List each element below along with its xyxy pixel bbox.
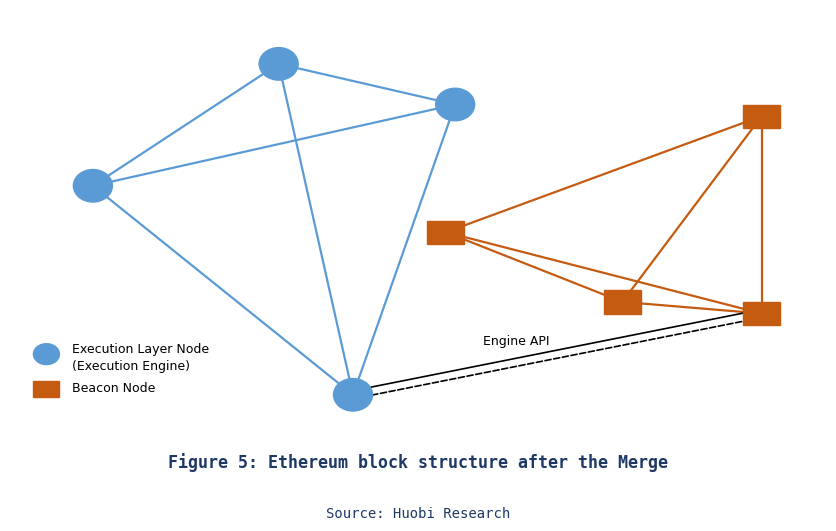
Text: Engine API: Engine API — [483, 336, 549, 348]
Ellipse shape — [436, 88, 475, 121]
Ellipse shape — [334, 379, 373, 411]
Text: Figure 5: Ethereum block structure after the Merge: Figure 5: Ethereum block structure after… — [168, 453, 668, 472]
Ellipse shape — [33, 344, 59, 365]
Text: Beacon Node: Beacon Node — [73, 382, 155, 396]
Bar — [743, 302, 780, 325]
Ellipse shape — [259, 48, 298, 80]
Bar — [427, 220, 465, 244]
Text: Execution Layer Node: Execution Layer Node — [73, 343, 210, 356]
Ellipse shape — [74, 169, 112, 202]
Text: (Execution Engine): (Execution Engine) — [73, 361, 191, 373]
Text: Source: Huobi Research: Source: Huobi Research — [326, 507, 510, 521]
Bar — [33, 381, 59, 397]
Bar — [743, 105, 780, 128]
Bar — [604, 290, 641, 313]
